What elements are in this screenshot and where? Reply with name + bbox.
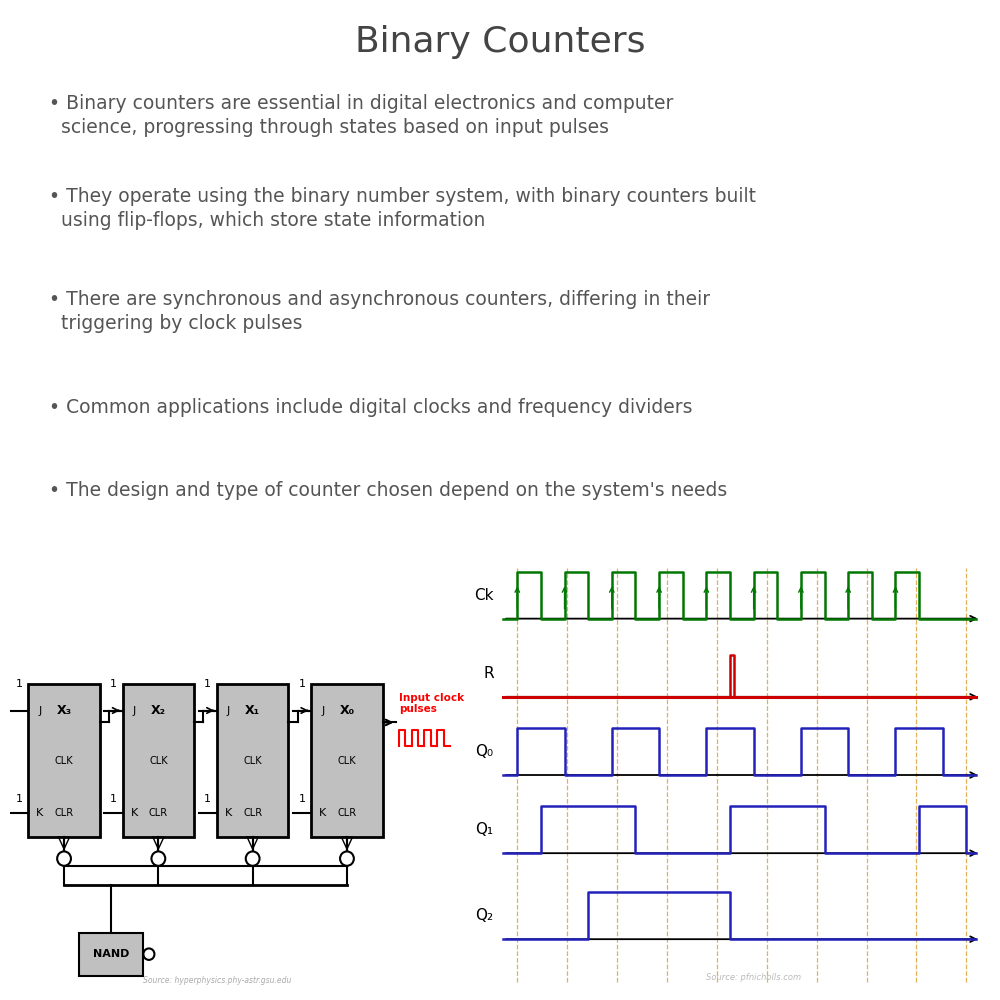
Text: K: K — [36, 808, 44, 818]
Text: X₁: X₁ — [245, 704, 260, 717]
Text: K: K — [225, 808, 232, 818]
Circle shape — [143, 948, 154, 960]
Bar — [28, 684, 100, 837]
Text: 1: 1 — [204, 679, 211, 689]
Text: • Common applications include digital clocks and frequency dividers: • Common applications include digital cl… — [49, 398, 692, 417]
Text: X₃: X₃ — [56, 704, 72, 717]
Circle shape — [246, 851, 260, 866]
Text: • They operate using the binary number system, with binary counters built
  usin: • They operate using the binary number s… — [49, 187, 756, 230]
Circle shape — [151, 851, 165, 866]
Bar — [79, 933, 143, 976]
FancyBboxPatch shape — [0, 45, 1000, 565]
FancyBboxPatch shape — [0, 40, 999, 555]
Bar — [217, 684, 288, 837]
Text: CLK: CLK — [338, 756, 356, 766]
Text: Q₀: Q₀ — [476, 744, 494, 759]
Text: J: J — [133, 706, 136, 715]
Text: CLR: CLR — [54, 808, 74, 818]
Text: NAND: NAND — [93, 949, 129, 959]
Text: CLK: CLK — [55, 756, 73, 766]
Text: • Binary counters are essential in digital electronics and computer
  science, p: • Binary counters are essential in digit… — [49, 94, 673, 137]
Text: CLR: CLR — [149, 808, 168, 818]
Text: Q₁: Q₁ — [476, 822, 494, 837]
Text: 1: 1 — [299, 679, 306, 689]
Text: 1: 1 — [16, 679, 23, 689]
Text: CLK: CLK — [149, 756, 168, 766]
Text: Source: hyperphysics.phy-astr.gsu.edu: Source: hyperphysics.phy-astr.gsu.edu — [143, 976, 291, 985]
Text: 1: 1 — [110, 794, 117, 804]
Bar — [123, 684, 194, 837]
Text: CLR: CLR — [337, 808, 357, 818]
Text: CLR: CLR — [243, 808, 262, 818]
Text: X₂: X₂ — [151, 704, 166, 717]
Text: Binary Counters: Binary Counters — [355, 25, 645, 59]
Text: J: J — [321, 706, 324, 715]
Text: 1: 1 — [299, 794, 306, 804]
Circle shape — [57, 851, 71, 866]
Circle shape — [340, 851, 354, 866]
Text: R: R — [483, 666, 494, 681]
Text: Q₂: Q₂ — [476, 908, 494, 923]
Text: 1: 1 — [16, 794, 23, 804]
Text: K: K — [319, 808, 326, 818]
Bar — [311, 684, 383, 837]
Text: • The design and type of counter chosen depend on the system's needs: • The design and type of counter chosen … — [49, 481, 727, 500]
Text: CLK: CLK — [243, 756, 262, 766]
Text: J: J — [227, 706, 230, 715]
Text: 1: 1 — [110, 679, 117, 689]
Text: Ck: Ck — [474, 588, 494, 603]
Text: J: J — [38, 706, 42, 715]
Text: • There are synchronous and asynchronous counters, differing in their
  triggeri: • There are synchronous and asynchronous… — [49, 290, 710, 333]
Text: K: K — [131, 808, 138, 818]
Text: Source: pfnicholls.com: Source: pfnicholls.com — [706, 973, 801, 982]
Text: X₀: X₀ — [339, 704, 355, 717]
Text: 1: 1 — [204, 794, 211, 804]
Text: Input clock
pulses: Input clock pulses — [399, 693, 464, 714]
